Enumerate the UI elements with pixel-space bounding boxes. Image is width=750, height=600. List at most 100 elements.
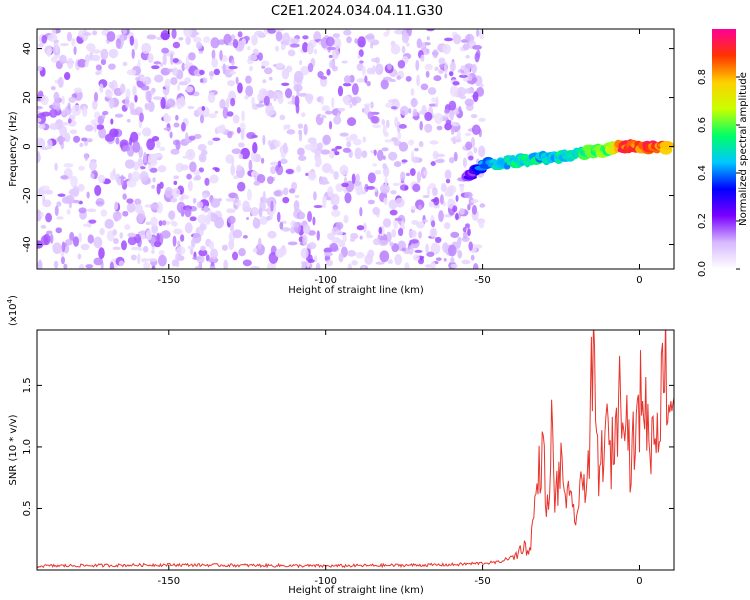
heatmap-cell: [197, 214, 207, 225]
heatmap-cell: [78, 263, 85, 269]
heatmap-cell: [316, 230, 320, 241]
heatmap-cell: [382, 163, 388, 170]
heatmap-cell: [422, 194, 430, 199]
heatmap-cell: [404, 185, 409, 191]
heatmap-cell: [300, 65, 310, 76]
heatmap-cell: [401, 32, 410, 44]
heatmap-cell: [173, 180, 178, 186]
heatmap-cell: [140, 258, 149, 263]
heatmap-cell: [300, 247, 309, 259]
heatmap-cell: [43, 233, 51, 246]
heatmap-cell: [321, 114, 327, 119]
heatmap-cell: [400, 171, 406, 182]
heatmap-cell: [361, 190, 367, 195]
heatmap-cell: [209, 174, 219, 184]
heatmap-cell: [328, 54, 333, 59]
heatmap-cell: [253, 217, 258, 226]
heatmap-cell: [145, 90, 152, 102]
snr-panel: -150 -100 -50 0 0.5 1.0 1.5 Height of straigh…: [6, 295, 675, 596]
heatmap-cell: [140, 166, 146, 170]
heatmap-cell: [247, 46, 251, 51]
heatmap-cell: [122, 29, 128, 35]
heatmap-cell: [444, 108, 450, 114]
heatmap-cell: [40, 95, 49, 106]
heatmap-cell: [336, 112, 341, 118]
heatmap-cell: [438, 69, 444, 74]
heatmap-cell: [173, 175, 180, 180]
heatmap-cell: [157, 254, 167, 267]
heatmap-cell: [299, 59, 303, 66]
heatmap-cell: [307, 242, 317, 250]
heatmap-cell: [192, 197, 197, 204]
heatmap-cell: [415, 59, 420, 71]
heatmap-cell: [219, 50, 223, 61]
heatmap-cell: [396, 121, 401, 134]
heatmap-cell: [361, 150, 368, 158]
y-tick-label: -40: [22, 236, 33, 252]
heatmap-cell: [46, 230, 53, 235]
x-tick-label: -100: [314, 576, 337, 587]
heatmap-cell: [298, 212, 305, 220]
heatmap-cell: [479, 83, 484, 88]
heatmap-cell: [386, 29, 390, 36]
heatmap-cell: [356, 63, 364, 72]
heatmap-cell: [351, 97, 358, 106]
heatmap-cell: [192, 36, 202, 43]
heatmap-cell: [332, 204, 339, 211]
heatmap-cell: [140, 85, 150, 91]
heatmap-cell: [205, 214, 211, 226]
heatmap-cell: [57, 193, 66, 197]
heatmap-cell: [452, 81, 460, 86]
heatmap-cell: [337, 85, 344, 97]
heatmap-cell: [390, 106, 398, 110]
heatmap-cell: [115, 137, 120, 145]
heatmap-cell: [418, 141, 424, 148]
heatmap-cell: [267, 29, 277, 34]
heatmap-cell: [181, 62, 186, 72]
heatmap-cell: [459, 184, 464, 193]
heatmap-cell: [435, 153, 446, 158]
heatmap-cell: [269, 142, 275, 151]
heatmap-cell: [261, 60, 270, 67]
heatmap-cell: [429, 140, 439, 145]
heatmap-cell: [300, 112, 306, 118]
heatmap-cell: [233, 204, 237, 209]
heatmap-cell: [393, 161, 402, 168]
heatmap-cell: [312, 216, 316, 226]
heatmap-cell: [442, 200, 446, 207]
heatmap-cell: [320, 180, 330, 185]
heatmap-cell: [108, 97, 115, 109]
spectrogram-frame: [36, 28, 675, 270]
heatmap-cell: [81, 106, 88, 117]
heatmap-cell: [84, 152, 88, 162]
heatmap-cell: [242, 200, 250, 212]
heatmap-cell: [460, 39, 468, 43]
heatmap-cell: [387, 63, 392, 71]
heatmap-cell: [177, 255, 185, 261]
heatmap-cell: [193, 133, 202, 140]
heatmap-cell: [95, 124, 105, 130]
heatmap-cell: [242, 259, 252, 267]
heatmap-cell: [88, 219, 97, 224]
heatmap-cell: [182, 155, 188, 159]
heatmap-cell: [122, 61, 128, 67]
heatmap-cell: [227, 131, 233, 139]
heatmap-cell: [127, 232, 137, 238]
heatmap-cell: [304, 93, 314, 102]
heatmap-cell: [109, 261, 114, 269]
heatmap-cell: [130, 109, 140, 116]
heatmap-cell: [257, 237, 262, 250]
heatmap-cell: [222, 63, 226, 75]
heatmap-cell: [45, 212, 52, 223]
heatmap-cell: [412, 115, 420, 120]
heatmap-cell: [187, 180, 193, 192]
heatmap-cell: [375, 261, 385, 265]
heatmap-cell: [430, 228, 437, 238]
heatmap-cell: [456, 130, 461, 140]
heatmap-cell: [235, 76, 239, 85]
heatmap-cell: [313, 204, 323, 209]
heatmap-cell: [66, 57, 74, 70]
heatmap-cell: [325, 36, 335, 47]
heatmap-cell: [408, 248, 414, 253]
heatmap-cell: [285, 124, 291, 130]
